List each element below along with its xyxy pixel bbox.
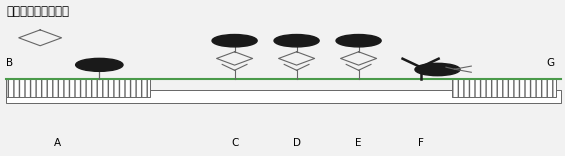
Bar [6,90,562,103]
Text: C: C [231,138,238,148]
Text: D: D [293,138,301,148]
Text: A: A [54,138,60,148]
Text: B: B [6,58,12,68]
Circle shape [76,58,123,71]
Circle shape [336,34,381,47]
Bar [451,79,556,97]
Circle shape [212,34,257,47]
Text: 样品＋免疫荧光颗粒: 样品＋免疫荧光颗粒 [6,5,69,18]
Text: E: E [355,138,362,148]
Text: F: F [418,138,424,148]
Text: G: G [546,58,554,68]
Circle shape [415,63,460,76]
Bar [6,79,150,97]
Circle shape [274,34,319,47]
